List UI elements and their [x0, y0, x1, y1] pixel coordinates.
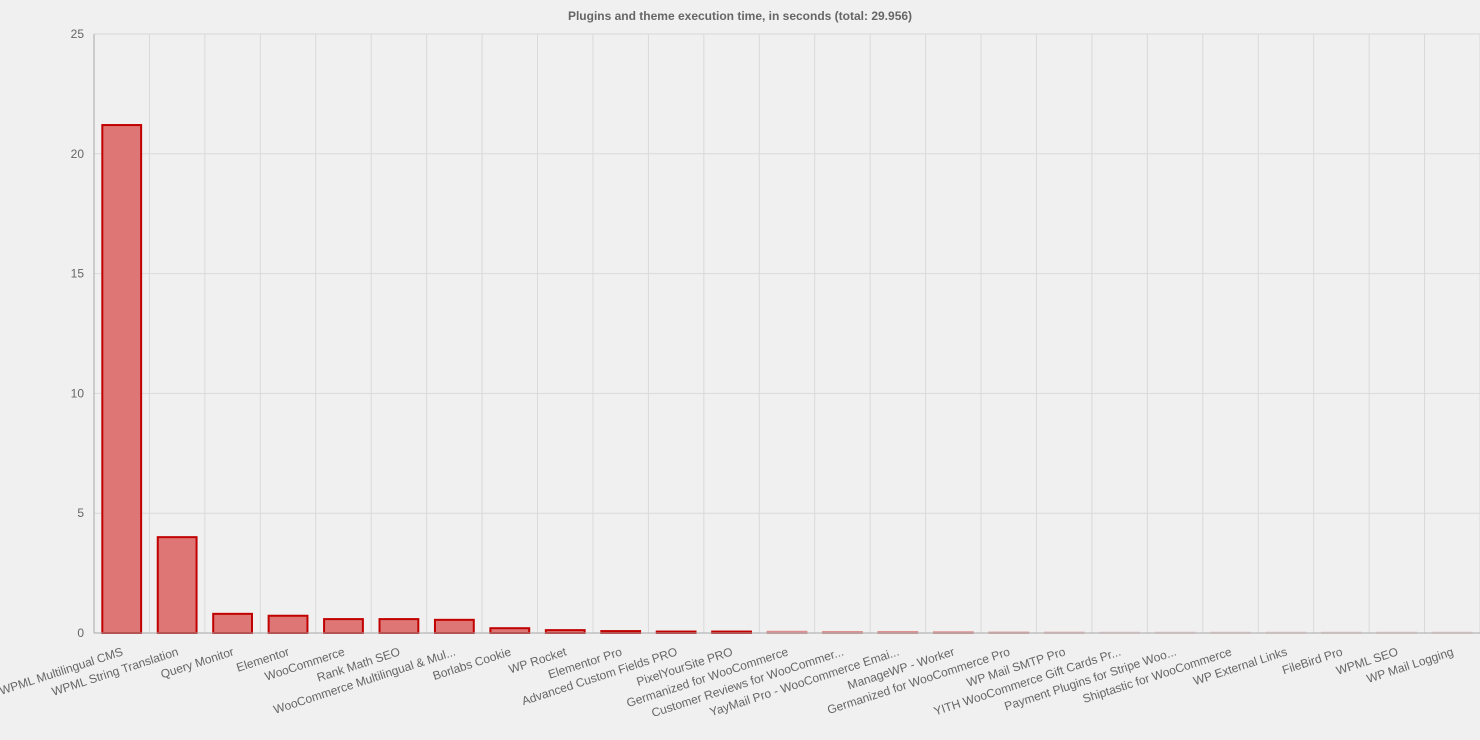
- y-tick-label: 10: [71, 386, 85, 400]
- bar[interactable]: [433, 618, 475, 635]
- chart-title: Plugins and theme execution time, in sec…: [567, 9, 913, 23]
- bar[interactable]: [212, 612, 254, 634]
- y-tick-label: 5: [77, 506, 84, 520]
- bar[interactable]: [267, 614, 309, 634]
- grid-layer: [94, 33, 1480, 634]
- y-tick-label: 15: [71, 267, 85, 281]
- y-tick-label: 20: [71, 147, 85, 161]
- bar[interactable]: [323, 618, 364, 635]
- y-tick-label: 0: [77, 626, 84, 640]
- bar[interactable]: [156, 536, 198, 634]
- x-tick-label: FileBird Pro: [1280, 644, 1344, 677]
- y-tick-label: 25: [71, 27, 85, 41]
- bar[interactable]: [489, 627, 531, 635]
- bar[interactable]: [378, 618, 420, 635]
- bar[interactable]: [101, 124, 143, 634]
- bar-layer: [101, 124, 1473, 635]
